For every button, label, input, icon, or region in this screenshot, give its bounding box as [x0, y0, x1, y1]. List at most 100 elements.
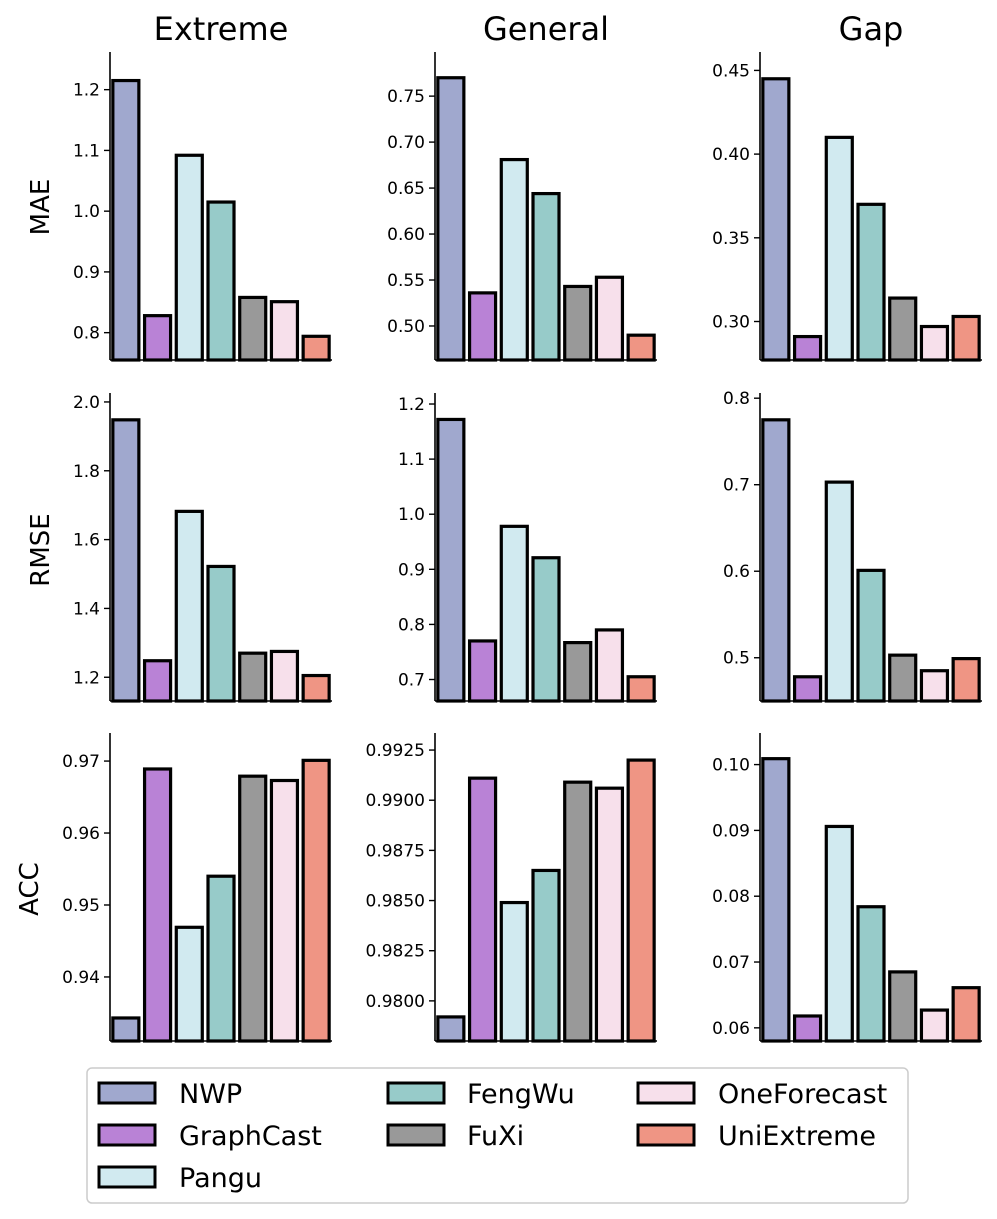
- bar-mae-gap-oneforecast: [919, 324, 950, 362]
- panel-mae-gap: 0.30 0.35 0.40 0.45: [712, 52, 982, 362]
- y-tick-label-mae-general: 0.75: [387, 87, 425, 107]
- legend-label-fengwu: FengWu: [467, 1079, 575, 1110]
- y-tick-label-acc-extreme: 0.95: [62, 896, 100, 916]
- legend-swatch-fengwu: [386, 1081, 446, 1105]
- y-tick-label-acc-general: 0.9875: [366, 841, 425, 861]
- bar-acc-gap-uniextreme: [951, 986, 981, 1043]
- bar-mae-extreme-graphcast: [142, 314, 173, 362]
- y-tick-label-rmse-general: 1.2: [398, 395, 425, 415]
- legend-label-uniextreme: UniExtreme: [718, 1121, 876, 1152]
- bar-mae-gap-graphcast: [792, 334, 823, 362]
- y-tick-label-mae-extreme: 0.8: [73, 324, 100, 344]
- bar-acc-extreme-nwp: [111, 1016, 141, 1043]
- bar-mae-gap-nwp: [761, 77, 791, 362]
- y-tick-label-acc-gap: 0.06: [712, 1019, 750, 1039]
- y-tick-label-rmse-extreme: 1.6: [73, 531, 100, 551]
- bar-acc-gap-oneforecast: [919, 1008, 950, 1043]
- y-tick-label-rmse-extreme: 1.2: [73, 668, 100, 688]
- bar-rmse-general-pangu: [499, 524, 529, 703]
- y-tick-label-rmse-gap: 0.6: [723, 562, 750, 582]
- bar-rmse-general-graphcast: [467, 639, 498, 703]
- legend-label-oneforecast: OneForecast: [718, 1079, 887, 1110]
- bar-mae-general-pangu: [499, 157, 529, 362]
- bar-rmse-general-nwp: [436, 417, 466, 703]
- legend-swatch-pangu: [97, 1165, 157, 1189]
- y-tick-label-rmse-gap: 0.8: [723, 389, 750, 409]
- legend-swatch-fuxi: [386, 1123, 446, 1147]
- bar-acc-extreme-fuxi: [238, 774, 268, 1043]
- bar-mae-gap-uniextreme: [951, 314, 981, 362]
- bar-mae-gap-fengwu: [856, 202, 886, 362]
- row-label-acc: ACC: [15, 862, 45, 916]
- bar-mae-general-graphcast: [467, 291, 498, 362]
- y-tick-label-mae-general: 0.50: [387, 317, 425, 337]
- bar-acc-gap-fuxi: [888, 970, 918, 1043]
- bar-rmse-extreme-oneforecast: [269, 649, 300, 703]
- y-tick-label-rmse-extreme: 1.4: [73, 599, 100, 619]
- legend-swatch-oneforecast: [636, 1081, 696, 1105]
- legend: NWP GraphCast Pangu FengWu FuXi OneForec…: [86, 1067, 909, 1204]
- panel-mae-extreme: 0.8 0.9 1.0 1.1 1.2: [73, 52, 332, 362]
- legend-label-nwp: NWP: [179, 1079, 242, 1110]
- bar-mae-general-nwp: [436, 76, 466, 362]
- row-label-mae: MAE: [26, 179, 56, 236]
- bar-mae-general-uniextreme: [626, 333, 656, 362]
- y-tick-label-acc-general: 0.9825: [366, 942, 425, 962]
- bar-mae-extreme-fuxi: [238, 295, 268, 362]
- bar-acc-gap-graphcast: [792, 1014, 823, 1043]
- y-tick-label-acc-gap: 0.09: [712, 821, 750, 841]
- y-tick-label-rmse-general: 1.0: [398, 505, 425, 525]
- y-tick-label-acc-general: 0.9925: [366, 741, 425, 761]
- legend-label-pangu: Pangu: [179, 1163, 262, 1194]
- y-tick-label-mae-gap: 0.40: [712, 145, 750, 165]
- bar-acc-general-pangu: [499, 900, 529, 1043]
- legend-frame: [86, 1067, 909, 1204]
- bar-acc-extreme-fengwu: [206, 874, 236, 1043]
- bar-rmse-gap-uniextreme: [951, 657, 981, 703]
- bar-acc-extreme-uniextreme: [301, 758, 331, 1043]
- y-tick-label-mae-general: 0.55: [387, 271, 425, 291]
- bar-mae-extreme-pangu: [174, 153, 204, 362]
- bar-acc-general-nwp: [436, 1015, 466, 1043]
- bar-rmse-general-fengwu: [531, 556, 561, 703]
- y-tick-label-acc-general: 0.9800: [366, 992, 425, 1012]
- bar-acc-extreme-pangu: [174, 925, 204, 1043]
- bar-mae-extreme-uniextreme: [301, 334, 331, 362]
- bar-rmse-general-uniextreme: [626, 675, 656, 703]
- bar-acc-gap-nwp: [761, 757, 791, 1043]
- bar-mae-gap-pangu: [824, 135, 854, 362]
- panel-rmse-general: 0.7 0.8 0.9 1.0 1.1 1.2: [398, 393, 657, 703]
- bar-rmse-gap-nwp: [761, 418, 791, 703]
- legend-swatch-uniextreme: [636, 1123, 696, 1147]
- y-tick-label-acc-gap: 0.10: [712, 756, 750, 776]
- y-tick-label-mae-extreme: 0.9: [73, 263, 100, 283]
- column-title-general: General: [483, 10, 609, 48]
- bar-rmse-extreme-fengwu: [206, 564, 236, 703]
- bar-acc-general-fuxi: [563, 780, 593, 1043]
- bar-rmse-extreme-fuxi: [238, 651, 268, 703]
- chart-panels: 0.8 0.9 1.0 1.1 1.2 0.50 0.55 0.60 0.65 0.70 0.75 0…: [62, 52, 982, 1043]
- y-tick-label-mae-general: 0.70: [387, 133, 425, 153]
- bar-mae-extreme-oneforecast: [269, 300, 300, 362]
- y-tick-label-rmse-general: 0.8: [398, 615, 425, 635]
- y-tick-label-mae-extreme: 1.1: [73, 141, 100, 161]
- bar-acc-extreme-graphcast: [142, 767, 173, 1043]
- bar-acc-gap-fengwu: [856, 905, 886, 1043]
- y-tick-label-mae-general: 0.65: [387, 179, 425, 199]
- column-title-extreme: Extreme: [154, 10, 289, 48]
- y-tick-label-mae-extreme: 1.0: [73, 202, 100, 222]
- bar-rmse-extreme-graphcast: [142, 659, 173, 703]
- y-tick-label-acc-extreme: 0.94: [62, 968, 100, 988]
- y-tick-label-mae-gap: 0.35: [712, 229, 750, 249]
- y-tick-label-mae-general: 0.60: [387, 225, 425, 245]
- panel-rmse-gap: 0.5 0.6 0.7 0.8: [723, 389, 982, 703]
- bar-rmse-extreme-pangu: [174, 509, 204, 703]
- bar-rmse-gap-pangu: [824, 480, 854, 703]
- bar-acc-general-uniextreme: [626, 758, 656, 1043]
- bar-rmse-gap-fengwu: [856, 568, 886, 703]
- bar-acc-general-oneforecast: [594, 786, 625, 1043]
- row-label-rmse: RMSE: [26, 513, 56, 586]
- bar-acc-extreme-oneforecast: [269, 778, 300, 1043]
- bar-rmse-gap-fuxi: [888, 653, 918, 703]
